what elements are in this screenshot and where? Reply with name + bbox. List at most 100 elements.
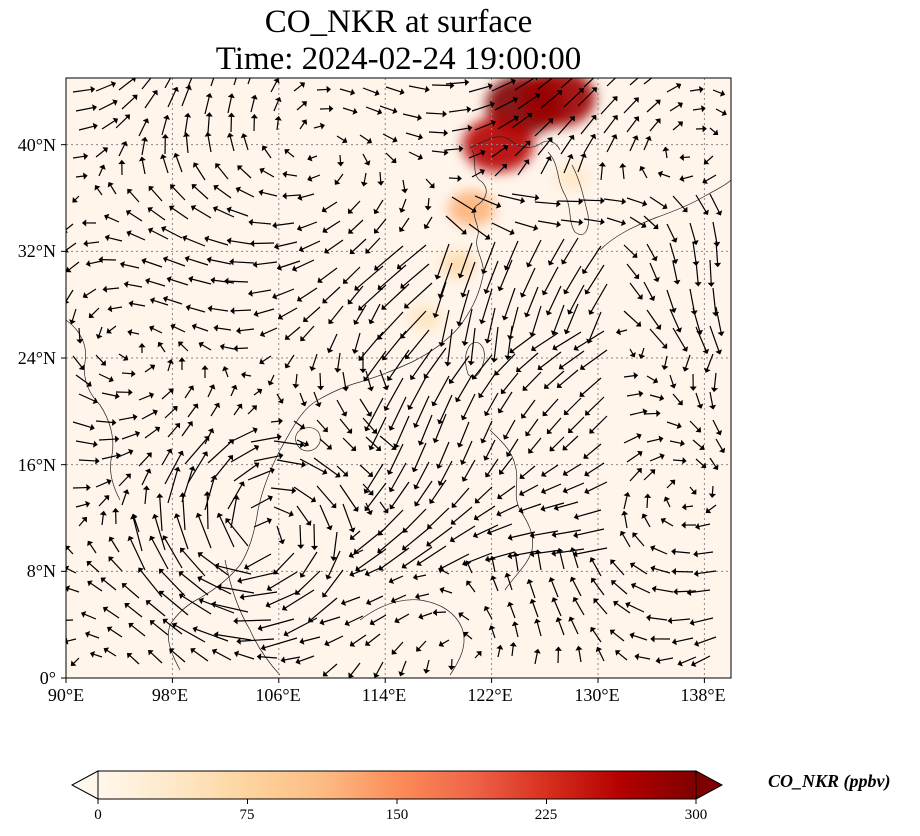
wind-vector [433,375,450,404]
wind-vector [293,486,314,501]
wind-vector [316,88,328,91]
map-background [66,78,731,678]
wind-vector-head [590,114,597,121]
wind-vector-head [127,535,134,542]
wind-vector-head [534,549,542,555]
wind-vector [499,259,513,289]
wind-vector-head [90,85,96,94]
wind-vector-head [512,96,518,104]
wind-vector-head [272,292,278,300]
wind-vector [431,84,451,87]
wind-vector [421,612,433,618]
wind-vector [560,78,574,89]
wind-vector-head [127,188,133,195]
wind-vector [229,209,249,217]
wind-vector [623,514,628,529]
wind-vector [692,307,701,332]
wind-vector [286,151,295,158]
wind-vector-head [569,576,577,583]
wind-vector-head [210,474,218,481]
wind-vector [445,81,466,85]
wind-vector [198,516,212,549]
wind-vector-head [89,423,95,431]
wind-vector [533,332,559,350]
wind-vector [66,242,77,251]
wind-vector [330,305,344,322]
wind-vector [418,640,427,650]
wind-vector [537,220,558,225]
wind-vector-head [375,445,382,452]
wind-vector [474,653,480,659]
wind-vector-head [390,596,397,604]
wind-vector [632,634,648,641]
wind-vector-head [241,371,246,379]
wind-vector-head [145,600,152,606]
wind-vector [402,179,406,190]
wind-vector-head [119,261,125,269]
wind-vector [533,530,559,536]
wind-vector-head [112,117,119,124]
wind-vector [138,394,151,401]
wind-vector-head [550,330,558,336]
wind-vector-head [579,364,586,370]
wind-vector-head [437,480,445,486]
wind-vector [487,307,496,341]
wind-vector-head [581,268,588,275]
wind-vector [676,590,697,593]
wind-vector [461,614,470,621]
wind-vector [224,369,229,378]
wind-vector-head [486,528,493,536]
wind-vector [477,486,493,502]
wind-vector [666,289,675,310]
wind-vector-head [367,386,375,392]
wind-vector [447,328,453,363]
wind-vector-head [321,206,328,213]
wind-vector [511,114,530,129]
wind-vector [429,507,450,527]
wind-vector-head [412,422,420,428]
wind-vector-head [299,82,306,88]
wind-vector-head [708,493,716,499]
wind-vector [350,219,364,232]
wind-vector-head [352,506,359,512]
wind-vector [666,421,679,427]
wind-vector [132,517,143,552]
wind-vector [527,418,539,434]
wind-vector-head [154,426,161,433]
wind-vector [626,197,644,205]
wind-vector [591,415,608,432]
wind-vector-head [125,209,132,216]
wind-vector [78,459,96,462]
wind-vector-head [476,650,482,657]
wind-vector-head [232,494,240,500]
wind-vector-head [205,112,213,117]
wind-vector-head [348,228,354,234]
wind-vector [270,420,280,423]
wind-vector [529,582,536,599]
wind-vector [500,457,513,473]
wind-vector [184,116,189,135]
wind-vector [689,288,695,312]
wind-vector-head [660,517,667,525]
wind-vector [499,504,519,515]
wind-vector [166,258,186,267]
wind-vector [302,325,315,339]
wind-vector-head [390,157,397,164]
wind-vector-head [563,409,570,416]
wind-vector [646,497,649,509]
wind-vector-head [355,565,361,572]
wind-vector [442,589,453,594]
wind-vector-head [398,671,405,677]
wind-vector [408,85,427,90]
wind-vector [491,222,512,233]
wind-vector-head [322,227,328,234]
wind-vector [91,307,100,316]
wind-vector-head [365,411,373,417]
wind-vector-head [267,380,275,386]
wind-vector [366,482,387,509]
coastline-hainan [295,427,321,452]
wind-vector [141,411,155,420]
wind-vector-head [94,185,101,191]
wind-vector-head [488,625,496,631]
wind-vector-head [134,430,141,438]
